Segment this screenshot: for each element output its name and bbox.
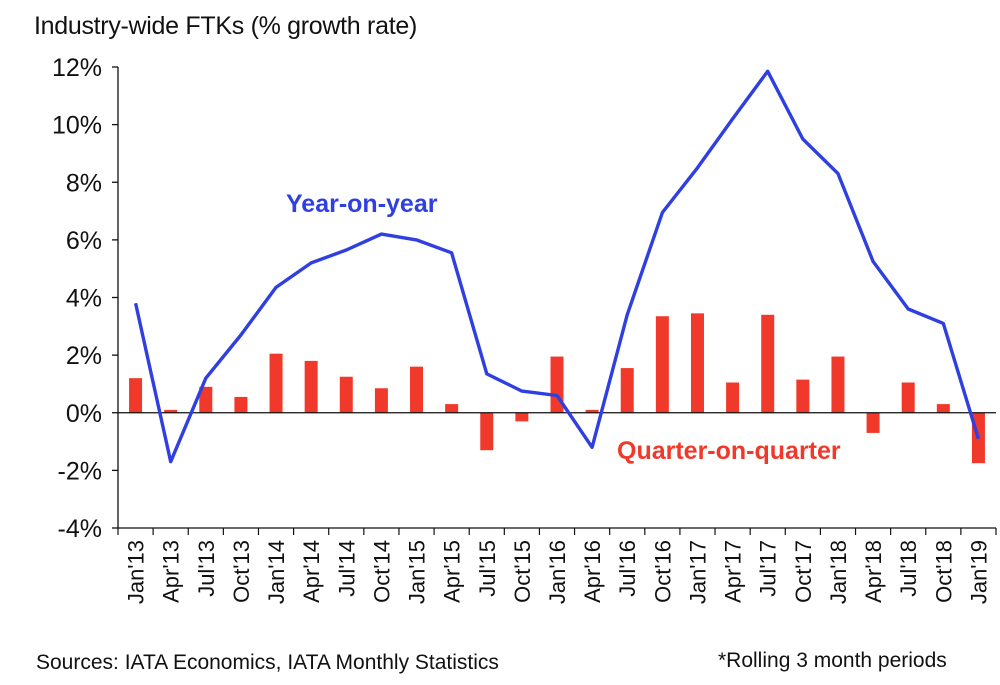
bar-Jan'17 <box>690 313 704 413</box>
x-tick-label: Apr'17 <box>721 540 746 603</box>
y-tick-label: -4% <box>58 515 102 543</box>
bar-Apr'16 <box>585 409 599 413</box>
bar-Apr'15 <box>445 404 459 413</box>
bar-Jan'14 <box>269 353 283 413</box>
bar-Oct'14 <box>374 388 388 413</box>
bar-Apr'13 <box>164 409 178 413</box>
bar-Jan'18 <box>831 356 845 413</box>
x-tick-label: Jul'16 <box>615 540 640 597</box>
y-tick-label: 8% <box>66 169 102 197</box>
x-tick-label: Oct'15 <box>510 540 535 603</box>
x-tick-label: Apr'13 <box>159 540 184 603</box>
x-tick-label: Oct'13 <box>229 540 254 603</box>
x-tick-label: Jan'13 <box>124 540 149 604</box>
bar-Oct'15 <box>515 412 529 422</box>
bar-Jul'17 <box>761 314 775 413</box>
bar-Jul'13 <box>199 386 213 413</box>
bar-Oct'16 <box>655 316 669 413</box>
x-tick-label: Jan'18 <box>826 540 851 604</box>
x-tick-label: Apr'16 <box>580 540 605 603</box>
x-tick-label: Oct'16 <box>650 540 675 603</box>
x-tick-label: Jan'14 <box>264 540 289 604</box>
line-series-year-on-year <box>133 69 981 464</box>
bar-Apr'14 <box>304 360 318 413</box>
x-tick-label: Jan'17 <box>685 540 710 604</box>
bar-Apr'17 <box>726 382 740 413</box>
bar-Apr'18 <box>866 412 880 433</box>
rolling-period-note: *Rolling 3 month periods <box>718 649 947 672</box>
y-tick-label: 2% <box>66 342 102 370</box>
y-tick-label: 6% <box>66 227 102 255</box>
bar-Jul'16 <box>620 368 634 413</box>
x-tick-label: Oct'18 <box>931 540 956 603</box>
x-tick-label: Apr'14 <box>299 540 324 603</box>
bar-series-quarter-on-quarter <box>129 313 985 464</box>
x-tick-label: Jul'14 <box>334 540 359 597</box>
x-tick-label: Jul'13 <box>194 540 219 597</box>
y-tick-label: 12% <box>52 54 102 82</box>
y-axis: 12% 10% 8% 6% 4% 2% 0% -2% -4% <box>52 54 996 543</box>
series-label-year-on-year: Year-on-year <box>286 190 438 218</box>
bar-Oct'17 <box>796 379 810 413</box>
y-tick-label: 0% <box>66 400 102 428</box>
x-axis: Jan'13 Apr'13 Jul'13 Oct'13 Jan'14 Apr'14 Jul'… <box>117 528 997 604</box>
x-tick-label: Oct'17 <box>791 540 816 603</box>
chart-title: Industry-wide FTKs (% growth rate) <box>34 12 417 40</box>
bar-Jul'15 <box>480 412 494 451</box>
bar-Jul'18 <box>901 382 915 413</box>
bar-Oct'18 <box>936 404 950 413</box>
y-tick-label: 4% <box>66 285 102 313</box>
x-tick-label: Jan'16 <box>545 540 570 604</box>
x-tick-label: Apr'15 <box>440 540 465 603</box>
bar-Jan'13 <box>129 378 143 413</box>
x-tick-label: Jul'17 <box>756 540 781 597</box>
bar-Jul'14 <box>339 376 353 413</box>
source-note: Sources: IATA Economics, IATA Monthly St… <box>36 651 499 674</box>
line-year-on-year <box>133 69 981 464</box>
bar-Oct'13 <box>234 396 248 413</box>
x-tick-label: Jul'15 <box>475 540 500 597</box>
bar-Jan'15 <box>410 366 424 413</box>
x-tick-label: Jan'15 <box>405 540 430 604</box>
y-tick-label: -2% <box>58 457 102 485</box>
series-label-quarter-on-quarter: Quarter-on-quarter <box>617 437 841 465</box>
x-tick-label: Apr'18 <box>861 540 886 603</box>
x-tick-label: Oct'14 <box>369 540 394 603</box>
y-tick-label: 10% <box>52 112 102 140</box>
x-tick-label: Jul'18 <box>896 540 921 597</box>
x-tick-label: Jan'19 <box>966 540 991 604</box>
